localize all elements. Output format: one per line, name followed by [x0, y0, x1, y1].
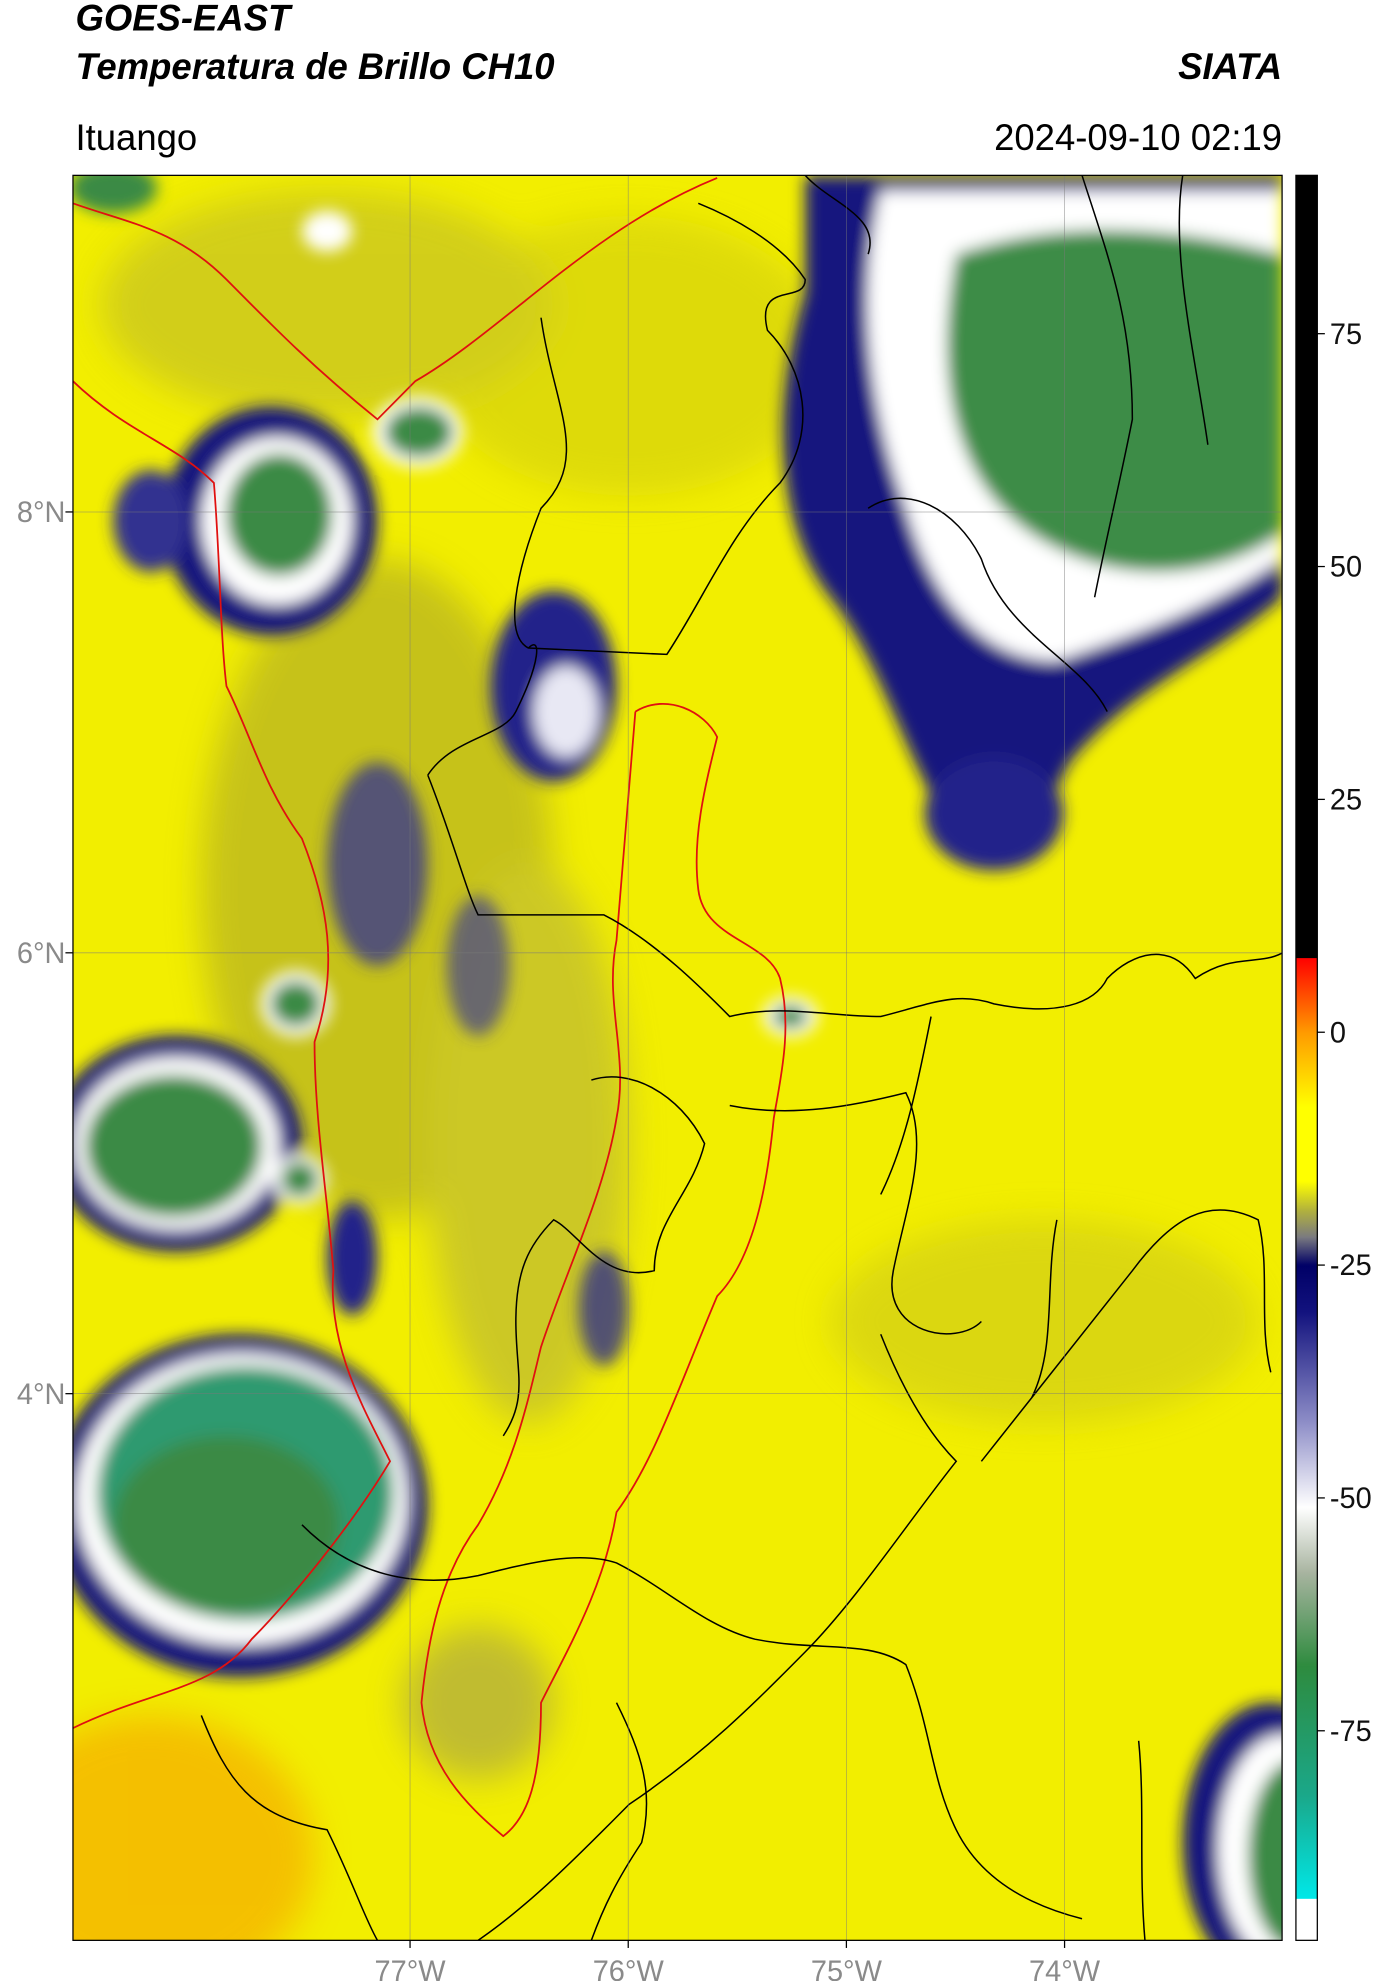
subtitle: Temperatura de Brillo CH10 [75, 46, 555, 87]
colorbar-segment [1296, 1107, 1317, 1182]
colorbar-tick-label: 0 [1330, 1017, 1346, 1049]
colorbar-segment [1296, 1181, 1317, 1209]
x-tick-label: 75°W [811, 1956, 883, 1981]
source: SIATA [1178, 46, 1282, 87]
colorbar-segment [1296, 1209, 1317, 1237]
y-tick-label: 4°N [17, 1379, 66, 1411]
colorbar-segment [1296, 175, 1317, 958]
colorbar-tick-label: 75 [1330, 319, 1362, 351]
colorbar: -75 -50 -25 0 25 50 75 [1296, 175, 1372, 1940]
colorbar-tick-label: -50 [1330, 1483, 1372, 1515]
location: Ituango [75, 117, 197, 158]
colorbar-segment [1296, 958, 1317, 1033]
colorbar-segment [1296, 1423, 1317, 1507]
colorbar-tick-label: 25 [1330, 784, 1362, 816]
colorbar-tick-label: -25 [1330, 1250, 1372, 1282]
colorbar-segment [1296, 1237, 1317, 1265]
colorbar-segment [1296, 1898, 1317, 1940]
satellite-image [0, 163, 1359, 1981]
colorbar-segment [1296, 1507, 1317, 1573]
title: GOES-EAST [75, 0, 292, 39]
x-tick-label: 76°W [593, 1956, 665, 1981]
x-tick-label: 74°W [1029, 1956, 1101, 1981]
colorbar-segment [1296, 1796, 1317, 1899]
colorbar-segment [1296, 1032, 1317, 1107]
datetime: 2024-09-10 02:19 [994, 117, 1282, 158]
colorbar-segment [1296, 1666, 1317, 1797]
colorbar-tick-label: -75 [1330, 1716, 1372, 1748]
y-tick-label: 8°N [17, 497, 66, 529]
colorbar-tick-label: 50 [1330, 552, 1362, 584]
x-tick-label: 77°W [375, 1956, 447, 1981]
colorbar-segment [1296, 1265, 1317, 1312]
y-tick-label: 6°N [17, 938, 66, 970]
colorbar-segment [1296, 1572, 1317, 1666]
colorbar-segment [1296, 1312, 1317, 1424]
